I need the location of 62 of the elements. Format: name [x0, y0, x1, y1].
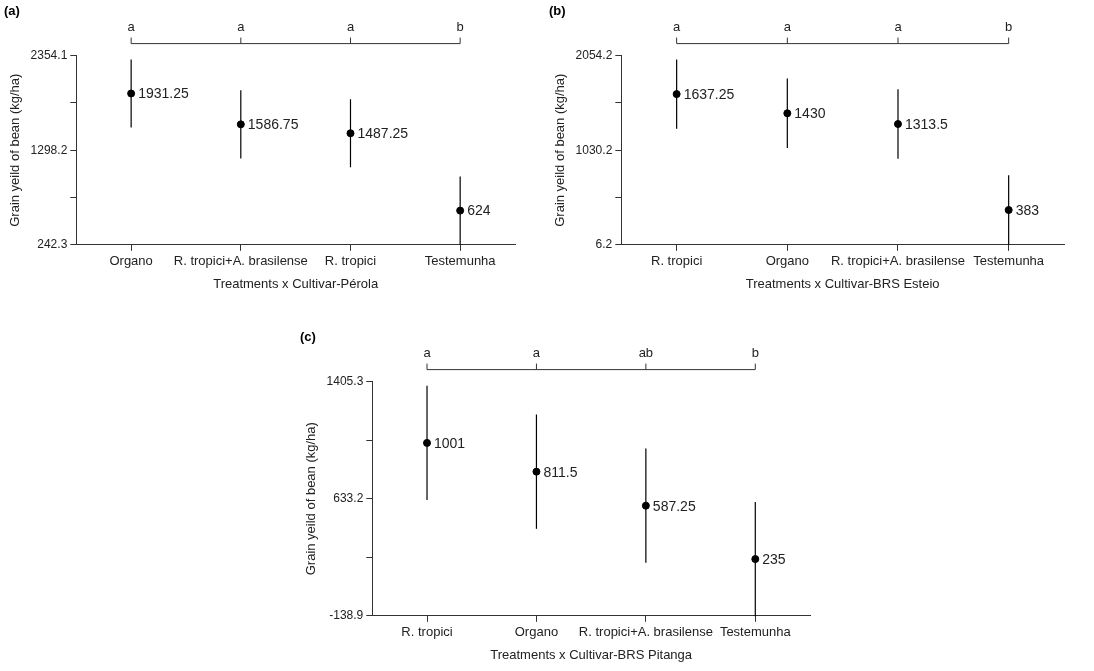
point	[1004, 205, 1013, 214]
y-axis-title: Grain yeild of bean (kg/ha)	[303, 422, 319, 576]
data-label: 811.5	[543, 463, 578, 480]
annotation: a	[783, 18, 792, 34]
x-tick-label: Organo	[514, 624, 559, 640]
x-tick-label: Organo	[765, 253, 809, 269]
point	[751, 555, 760, 564]
data-label: 1931.25	[138, 85, 189, 102]
x-tick-label: R. tropici	[324, 253, 377, 269]
x-tick-label: R. tropici	[650, 253, 703, 269]
x-tick-label: Testemunha	[973, 253, 1045, 269]
chart-title: (c)	[300, 329, 316, 345]
annotation: ab	[638, 344, 654, 360]
data-label: 1313.5	[904, 115, 949, 132]
annotation: b	[1005, 18, 1013, 34]
y-tick-label: 633.2	[333, 491, 364, 506]
y-tick-label: 2054.2	[575, 47, 613, 62]
y-axis-title: Grain yeild of bean (kg/ha)	[7, 73, 23, 227]
y-tick-label: 6.2	[595, 237, 613, 252]
data-label: 1001	[434, 434, 466, 451]
point	[346, 129, 355, 138]
annotation: a	[237, 18, 246, 34]
point	[532, 467, 541, 476]
y-tick-label: 1405.3	[326, 373, 364, 388]
x-axis-title: Treatments x Cultivar-BRS Pitanga	[490, 646, 693, 662]
x-tick-label: R. tropici+A. brasilense	[578, 624, 713, 640]
y-tick-label: -138.9	[329, 608, 364, 623]
annotation: a	[127, 18, 136, 34]
point	[236, 120, 245, 129]
x-tick-label: Testemunha	[719, 624, 792, 640]
data-label: 235	[762, 550, 786, 567]
y-tick-label: 1298.2	[30, 142, 68, 157]
point	[672, 90, 681, 99]
annotation: a	[894, 18, 903, 34]
y-tick-label: 2354.1	[30, 47, 68, 62]
data-label: 383	[1015, 201, 1040, 218]
chart-title: (b)	[549, 3, 566, 19]
x-tick-label: R. tropici+A. brasilense	[173, 253, 308, 269]
data-label: 587.25	[652, 497, 696, 514]
y-tick-label: 1030.2	[575, 142, 613, 157]
chart-title: (a)	[4, 3, 20, 19]
annotation: a	[532, 344, 541, 360]
x-tick-label: R. tropici+A. brasilense	[830, 253, 965, 269]
point	[783, 109, 792, 118]
data-label: 1430	[794, 105, 826, 122]
x-tick-label: Organo	[109, 253, 153, 269]
x-tick-label: Testemunha	[424, 253, 497, 269]
annotation: a	[673, 18, 682, 34]
annotation: a	[423, 344, 432, 360]
x-axis-title: Treatments x Cultivar-Pérola	[213, 275, 379, 291]
y-axis-title: Grain yeild of bean (kg/ha)	[552, 73, 568, 227]
point	[456, 206, 465, 215]
data-label: 624	[467, 202, 491, 219]
x-tick-label: R. tropici	[401, 624, 453, 640]
annotation: b	[751, 344, 759, 360]
data-label: 1586.75	[247, 116, 299, 133]
y-tick-label: 242.3	[37, 237, 68, 252]
annotation: b	[456, 18, 464, 34]
x-axis-title: Treatments x Cultivar-BRS Esteio	[745, 275, 940, 291]
annotation: a	[346, 18, 355, 34]
data-label: 1637.25	[683, 85, 735, 102]
data-label: 1487.25	[357, 125, 409, 142]
